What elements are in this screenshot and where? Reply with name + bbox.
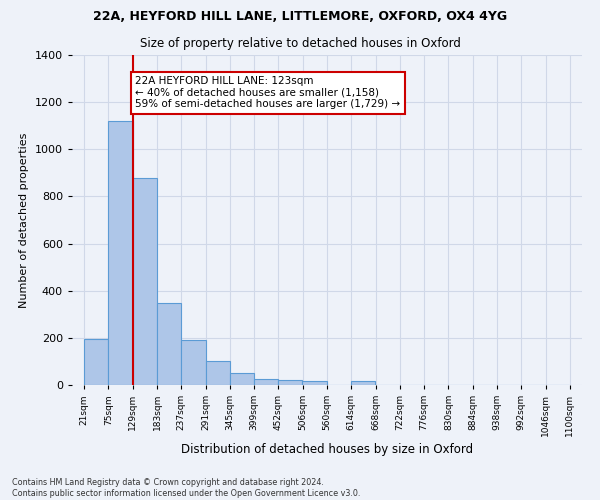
Bar: [351, 382, 375, 385]
Text: Contains HM Land Registry data © Crown copyright and database right 2024.
Contai: Contains HM Land Registry data © Crown c…: [12, 478, 361, 498]
Bar: [181, 340, 206, 385]
Bar: [157, 302, 181, 385]
Bar: [109, 121, 133, 385]
Bar: [206, 362, 230, 385]
Bar: [278, 380, 302, 385]
X-axis label: Distribution of detached houses by size in Oxford: Distribution of detached houses by size …: [181, 443, 473, 456]
Text: Size of property relative to detached houses in Oxford: Size of property relative to detached ho…: [140, 38, 460, 51]
Bar: [254, 379, 278, 385]
Y-axis label: Number of detached properties: Number of detached properties: [19, 132, 29, 308]
Bar: [230, 372, 254, 385]
Text: 22A, HEYFORD HILL LANE, LITTLEMORE, OXFORD, OX4 4YG: 22A, HEYFORD HILL LANE, LITTLEMORE, OXFO…: [93, 10, 507, 23]
Bar: [84, 339, 109, 385]
Bar: [302, 381, 326, 385]
Text: 22A HEYFORD HILL LANE: 123sqm
← 40% of detached houses are smaller (1,158)
59% o: 22A HEYFORD HILL LANE: 123sqm ← 40% of d…: [136, 76, 401, 110]
Bar: [133, 178, 157, 385]
